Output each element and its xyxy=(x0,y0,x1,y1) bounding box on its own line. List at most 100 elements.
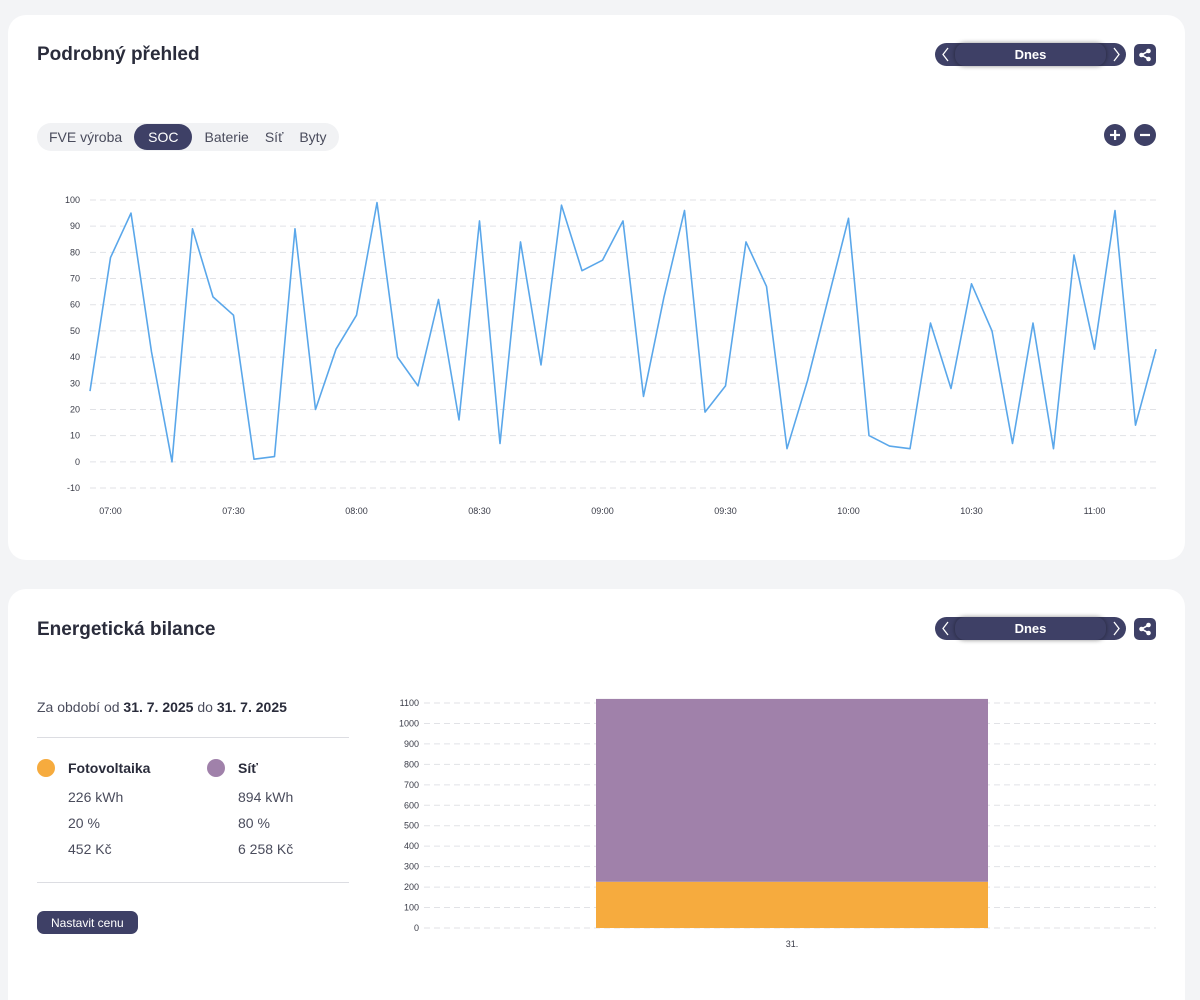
pv-color-dot xyxy=(37,759,55,777)
tab-baterie[interactable]: Baterie xyxy=(204,129,249,145)
overview-share-button[interactable] xyxy=(1134,44,1156,66)
soc-point[interactable] xyxy=(846,215,852,221)
soc-point[interactable] xyxy=(149,349,155,355)
balance-date-label[interactable]: Dnes xyxy=(955,617,1106,640)
y-tick-label: 90 xyxy=(70,221,80,231)
soc-point[interactable] xyxy=(1030,320,1036,326)
bar-segment-sit[interactable] xyxy=(596,698,988,882)
soc-point[interactable] xyxy=(1112,207,1118,213)
y-tick-label: 200 xyxy=(404,882,419,892)
soc-point[interactable] xyxy=(251,456,257,462)
soc-point[interactable] xyxy=(1133,422,1139,428)
balance-share-button[interactable] xyxy=(1134,618,1156,640)
soc-point[interactable] xyxy=(1010,440,1016,446)
soc-point[interactable] xyxy=(825,296,831,302)
soc-point[interactable] xyxy=(292,226,298,232)
set-price-button[interactable]: Nastavit cenu xyxy=(37,911,138,934)
soc-point[interactable] xyxy=(518,239,524,245)
overview-next-day-button[interactable] xyxy=(1106,43,1126,66)
overview-date-nav: Dnes xyxy=(935,43,1126,66)
soc-point[interactable] xyxy=(559,202,565,208)
grid-color-dot xyxy=(207,759,225,777)
soc-point[interactable] xyxy=(1051,446,1057,452)
grid-energy: 894 kWh xyxy=(238,789,294,805)
soc-point[interactable] xyxy=(272,454,278,460)
soc-point[interactable] xyxy=(108,255,114,261)
y-tick-label: 0 xyxy=(75,457,80,467)
soc-point[interactable] xyxy=(887,443,893,449)
soc-point[interactable] xyxy=(190,226,196,232)
soc-point[interactable] xyxy=(969,281,975,287)
tab-soc[interactable]: SOC xyxy=(134,124,193,150)
divider-bottom xyxy=(37,882,349,883)
soc-point[interactable] xyxy=(805,378,811,384)
y-tick-label: -10 xyxy=(67,483,80,493)
x-tick-label: 10:00 xyxy=(837,506,860,516)
x-tick-label: 09:30 xyxy=(714,506,737,516)
y-tick-label: 80 xyxy=(70,247,80,257)
grid-cost: 6 258 Kč xyxy=(238,841,294,857)
soc-point[interactable] xyxy=(948,386,954,392)
soc-point[interactable] xyxy=(702,409,708,415)
soc-point[interactable] xyxy=(1153,346,1159,352)
soc-point[interactable] xyxy=(907,446,913,452)
soc-point[interactable] xyxy=(313,406,319,412)
zoom-out-button[interactable] xyxy=(1134,124,1156,146)
balance-next-day-button[interactable] xyxy=(1106,617,1126,640)
soc-point[interactable] xyxy=(641,393,647,399)
soc-point[interactable] xyxy=(497,440,503,446)
soc-point[interactable] xyxy=(333,346,339,352)
soc-point[interactable] xyxy=(600,257,606,263)
soc-point[interactable] xyxy=(395,354,401,360)
soc-point[interactable] xyxy=(682,207,688,213)
overview-date-label[interactable]: Dnes xyxy=(955,43,1106,66)
soc-point[interactable] xyxy=(620,218,626,224)
soc-point[interactable] xyxy=(374,200,380,206)
soc-point[interactable] xyxy=(128,210,134,216)
y-tick-label: 50 xyxy=(70,326,80,336)
tab-fve-vyroba[interactable]: FVE výroba xyxy=(49,129,123,145)
soc-point[interactable] xyxy=(477,218,483,224)
x-tick-label: 09:00 xyxy=(591,506,614,516)
soc-point[interactable] xyxy=(231,312,237,318)
soc-point[interactable] xyxy=(436,296,442,302)
detail-overview-card: Podrobný přehled Dnes FVE výroba SOC Bat… xyxy=(8,15,1185,560)
zoom-in-button[interactable] xyxy=(1104,124,1126,146)
soc-point[interactable] xyxy=(764,283,770,289)
soc-point[interactable] xyxy=(456,417,462,423)
balance-prev-day-button[interactable] xyxy=(935,617,955,640)
soc-point[interactable] xyxy=(866,433,872,439)
soc-point[interactable] xyxy=(538,362,544,368)
soc-point[interactable] xyxy=(354,312,360,318)
grid-name: Síť xyxy=(238,760,258,776)
share-icon xyxy=(1139,622,1151,636)
chevron-right-icon xyxy=(1112,47,1120,62)
soc-point[interactable] xyxy=(1092,346,1098,352)
tab-byty[interactable]: Byty xyxy=(299,129,327,145)
tab-sit[interactable]: Síť xyxy=(264,129,284,145)
soc-point[interactable] xyxy=(989,328,995,334)
soc-point[interactable] xyxy=(169,459,175,465)
soc-point[interactable] xyxy=(1071,252,1077,258)
chevron-left-icon xyxy=(941,621,949,636)
bar-segment-fotovoltaika[interactable] xyxy=(596,881,988,928)
grid-percent: 80 % xyxy=(238,815,270,831)
y-tick-label: 10 xyxy=(70,431,80,441)
period-text: Za období od 31. 7. 2025 do 31. 7. 2025 xyxy=(37,699,287,715)
chevron-left-icon xyxy=(941,47,949,62)
soc-point[interactable] xyxy=(579,268,585,274)
x-tick-label: 11:00 xyxy=(1084,506,1106,516)
soc-point[interactable] xyxy=(784,446,790,452)
soc-point[interactable] xyxy=(87,388,93,394)
chevron-right-icon xyxy=(1112,621,1120,636)
soc-point[interactable] xyxy=(661,294,667,300)
soc-point[interactable] xyxy=(723,383,729,389)
y-tick-label: 600 xyxy=(404,800,419,810)
pv-cost: 452 Kč xyxy=(68,841,112,857)
overview-prev-day-button[interactable] xyxy=(935,43,955,66)
soc-point[interactable] xyxy=(210,294,216,300)
soc-point[interactable] xyxy=(743,239,749,245)
soc-point[interactable] xyxy=(928,320,934,326)
soc-point[interactable] xyxy=(415,383,421,389)
minus-icon xyxy=(1140,133,1150,137)
